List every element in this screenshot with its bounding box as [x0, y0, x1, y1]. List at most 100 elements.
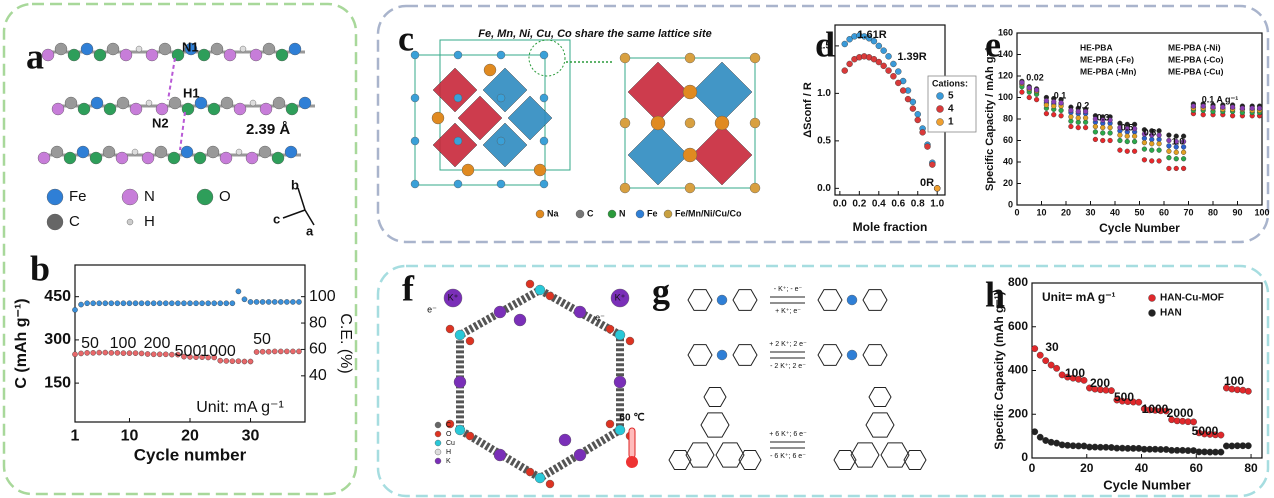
atom: [496, 93, 506, 103]
atom: [93, 48, 107, 62]
data-point: [1190, 103, 1197, 109]
y-tick-label: 20: [1003, 178, 1013, 188]
annotation: 30: [1045, 340, 1059, 354]
data-point: [259, 348, 266, 355]
data-point: [875, 58, 883, 66]
atom: [220, 96, 234, 110]
atom: [239, 45, 247, 53]
data-point: [1051, 112, 1057, 118]
y-tick-label: 1.5: [817, 41, 831, 52]
data-point: [72, 351, 78, 358]
data-point: [175, 351, 181, 358]
data-point: [253, 299, 260, 305]
x-tick-label: 0: [1014, 207, 1019, 217]
data-point: [265, 348, 272, 355]
legend-label: Fe: [647, 208, 658, 218]
legend-label: ME-PBA (-Mn): [1080, 66, 1137, 76]
y-tick-label: 200: [1008, 406, 1028, 420]
data-point: [1117, 124, 1123, 131]
annotation: 1.39R: [897, 51, 926, 63]
data-point: [1180, 138, 1187, 145]
plot-frame: [1016, 32, 1263, 206]
x-tick-label: 0.6: [891, 199, 905, 210]
x-axis-label: Mole fraction: [853, 220, 928, 234]
ring: [687, 289, 713, 311]
atom: [483, 63, 497, 77]
data-point: [1131, 148, 1138, 154]
y-tick-label: 600: [1008, 319, 1028, 333]
data-point: [924, 143, 931, 150]
data-point: [144, 351, 151, 357]
atom: [684, 117, 696, 129]
data-point: [1068, 107, 1074, 114]
data-point: [1156, 141, 1162, 147]
h-bond: [179, 111, 186, 151]
ring: [850, 442, 880, 468]
data-point: [223, 300, 230, 307]
data-point: [1107, 117, 1113, 123]
atom: [106, 42, 120, 56]
octahedron: [691, 124, 753, 186]
data-point: [162, 351, 169, 358]
data-point: [217, 357, 224, 364]
data-point: [846, 36, 853, 43]
ring: [700, 412, 730, 438]
atom: [496, 179, 506, 189]
data-point: [132, 350, 139, 356]
data-point: [150, 300, 157, 307]
atom: [545, 291, 555, 301]
annotation: 0.1: [1054, 90, 1067, 100]
data-point: [1080, 376, 1088, 384]
data-point: [1108, 387, 1115, 395]
data-point: [108, 350, 115, 356]
data-point: [1239, 105, 1246, 111]
atom: [249, 48, 263, 62]
data-point: [72, 307, 78, 313]
atom: [619, 117, 631, 129]
data-point: [247, 299, 254, 305]
data-point: [108, 300, 115, 307]
data-point: [1124, 148, 1130, 154]
atom: [168, 96, 182, 110]
atom: [453, 136, 463, 146]
data-point: [247, 358, 254, 365]
data-point: [1135, 398, 1143, 406]
data-point: [1141, 140, 1148, 146]
atom: [51, 102, 65, 116]
x-axis-label: Cycle Number: [1099, 221, 1180, 235]
x-tick-label: 30: [242, 428, 260, 445]
x-tick-label: 20: [181, 428, 199, 445]
annotation: 1000: [200, 343, 236, 360]
atom: [131, 148, 139, 156]
panel-letter: f: [402, 268, 415, 308]
data-point: [1149, 147, 1155, 153]
ion-label: K⁺: [448, 292, 459, 302]
data-point: [1229, 113, 1236, 119]
reaction-label: + K⁺; e⁻: [775, 308, 801, 315]
ring: [703, 386, 727, 408]
data-point: [1156, 136, 1162, 143]
temperature: 60 ℃: [619, 413, 644, 424]
data-point: [1051, 103, 1057, 109]
x-tick-label: 50: [1134, 207, 1144, 217]
data-point: [1043, 98, 1050, 104]
data-point: [1068, 123, 1074, 130]
atom: [434, 457, 442, 465]
data-point: [909, 105, 917, 112]
atom: [272, 96, 286, 110]
data-point: [126, 300, 133, 307]
data-point: [1031, 428, 1039, 436]
atom: [41, 48, 55, 62]
atom: [64, 96, 78, 110]
y-tick-label: 80: [1003, 113, 1013, 123]
atom: [434, 448, 442, 456]
annotation: 200: [144, 335, 171, 352]
data-point: [132, 300, 139, 307]
atom: [493, 448, 507, 462]
data-point: [1173, 133, 1179, 139]
legend-label: ME-PBA (-Fe): [1080, 54, 1134, 64]
data-point: [1033, 87, 1040, 93]
ring: [865, 412, 895, 438]
data-point: [895, 79, 902, 87]
data-point: [1058, 113, 1064, 119]
